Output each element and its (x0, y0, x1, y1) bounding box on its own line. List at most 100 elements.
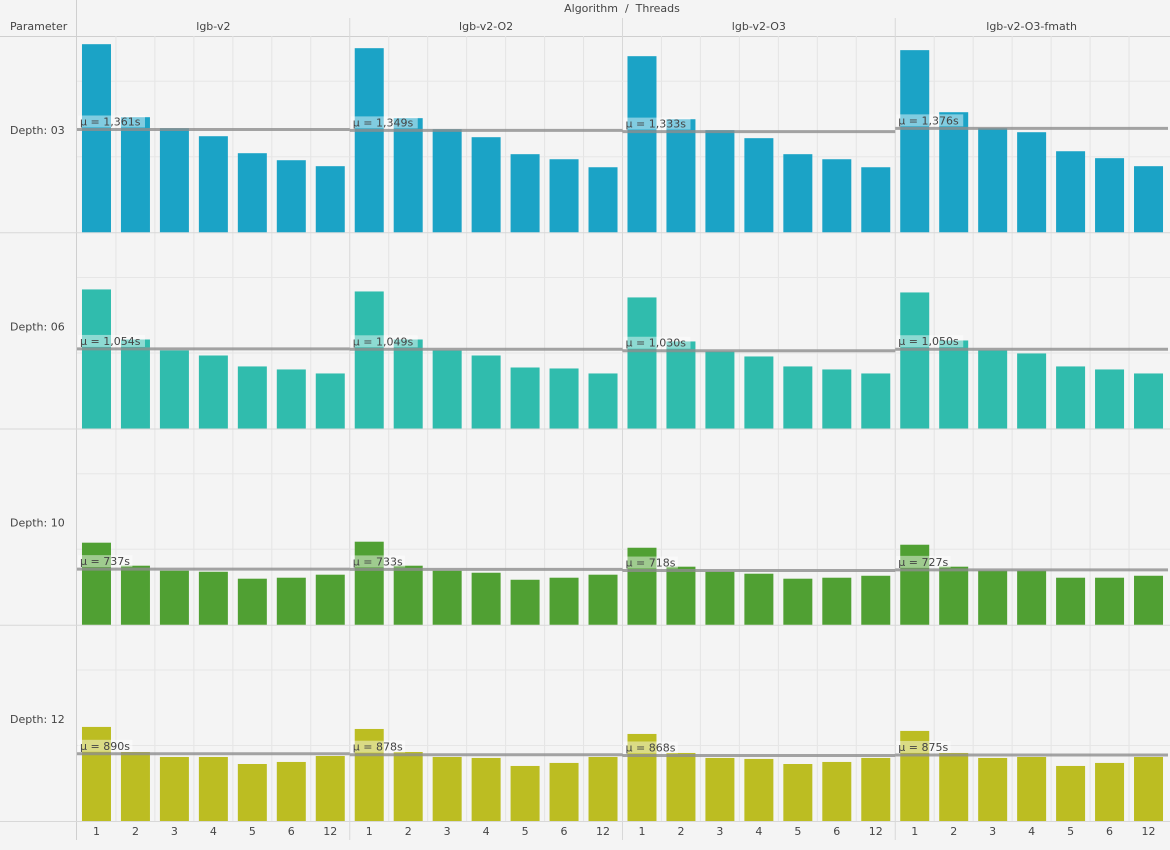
bar-lgb-v2-O3-t4 (744, 758, 774, 821)
bar-lgb-v2-O3-t6 (822, 761, 852, 821)
mean-label: µ = 1,049s (353, 335, 414, 348)
x-tick-label: 5 (249, 825, 256, 838)
x-tick-label: 1 (366, 825, 373, 838)
mean-label-background (623, 336, 691, 349)
mean-label: µ = 875s (898, 741, 948, 754)
mean-label-background (78, 555, 133, 568)
x-tick-label: 3 (989, 825, 996, 838)
x-tick-label: 1 (911, 825, 918, 838)
x-tick-label: 5 (1067, 825, 1074, 838)
row-label: Depth: 06 (10, 320, 65, 333)
mean-label: µ = 733s (353, 555, 403, 568)
mean-label: µ = 737s (80, 555, 130, 568)
bar-lgb-v2-O3-fmath-t4 (1017, 353, 1047, 429)
mean-label-background (896, 555, 951, 568)
bar-lgb-v2-O3-fmath-t2 (939, 566, 969, 625)
x-tick-label: 4 (483, 825, 490, 838)
bar-lgb-v2-O2-t12 (588, 373, 618, 429)
bar-lgb-v2-O3-fmath-t12 (1134, 756, 1164, 821)
bar-lgb-v2-O2-t1 (354, 541, 384, 625)
bar-lgb-v2-O2-t5 (510, 367, 540, 429)
x-tick-label: 2 (405, 825, 412, 838)
column-label-lgb-v2-O3: lgb-v2-O3 (732, 20, 786, 33)
row-header-title: Parameter (10, 20, 68, 33)
bar-lgb-v2-O3-fmath-t2 (939, 752, 969, 821)
bar-lgb-v2-t12 (315, 755, 345, 821)
bar-lgb-v2-t1 (81, 542, 111, 625)
bar-lgb-v2-O2-t12 (588, 574, 618, 625)
bar-lgb-v2-t3 (159, 756, 189, 821)
bar-lgb-v2-O3-fmath-t1 (900, 50, 930, 233)
bar-lgb-v2-O3-t4 (744, 356, 774, 429)
bar-lgb-v2-O3-t5 (783, 154, 813, 233)
mean-label-background (350, 116, 418, 129)
bar-lgb-v2-O3-t3 (705, 571, 735, 625)
x-tick-label: 12 (323, 825, 337, 838)
mean-label-background (896, 114, 964, 127)
bar-lgb-v2-t2 (120, 117, 150, 233)
bar-lgb-v2-O2-t2 (393, 751, 423, 821)
bar-lgb-v2-t3 (159, 128, 189, 233)
bar-lgb-v2-O3-fmath-t3 (978, 570, 1008, 625)
bar-lgb-v2-O2-t3 (432, 350, 462, 429)
mean-label-background (896, 335, 964, 348)
bar-lgb-v2-O2-t3 (432, 570, 462, 625)
bar-lgb-v2-O2-t2 (393, 339, 423, 429)
mean-label-background (623, 556, 678, 569)
x-tick-label: 6 (1106, 825, 1113, 838)
bar-lgb-v2-O3-fmath-t1 (900, 292, 930, 429)
bar-lgb-v2-O2-t1 (354, 728, 384, 821)
mean-label: µ = 727s (898, 556, 948, 569)
bar-lgb-v2-O3-t4 (744, 573, 774, 625)
mean-label-background (78, 115, 145, 128)
bar-lgb-v2-O3-t1 (627, 56, 657, 233)
bar-lgb-v2-O2-t3 (432, 756, 462, 821)
x-tick-label: 2 (950, 825, 957, 838)
bar-lgb-v2-O3-t5 (783, 578, 813, 625)
x-tick-label: 6 (561, 825, 568, 838)
bar-lgb-v2-O3-fmath-t6 (1095, 577, 1125, 625)
bar-lgb-v2-O3-t1 (627, 547, 657, 625)
bar-lgb-v2-t3 (159, 570, 189, 625)
bar-lgb-v2-t12 (315, 574, 345, 625)
bar-lgb-v2-O3-fmath-t6 (1095, 762, 1125, 821)
column-header-title: Algorithm / Threads (564, 2, 680, 15)
bar-lgb-v2-O2-t12 (588, 167, 618, 233)
bar-lgb-v2-t2 (120, 751, 150, 821)
bar-lgb-v2-O2-t5 (510, 154, 540, 233)
bar-lgb-v2-O2-t2 (393, 118, 423, 233)
bar-lgb-v2-O2-t1 (354, 48, 384, 233)
bar-lgb-v2-t12 (315, 373, 345, 429)
bar-lgb-v2-O3-t6 (822, 159, 852, 233)
bar-lgb-v2-t6 (276, 369, 306, 429)
bar-lgb-v2-t1 (81, 289, 111, 429)
bar-lgb-v2-O3-t5 (783, 763, 813, 821)
x-tick-label: 5 (794, 825, 801, 838)
bar-lgb-v2-t3 (159, 350, 189, 429)
bar-lgb-v2-t1 (81, 44, 111, 233)
mean-label: µ = 1,361s (80, 115, 141, 128)
x-tick-label: 4 (1028, 825, 1035, 838)
bar-lgb-v2-O3-fmath-t5 (1056, 765, 1086, 821)
row-label: Depth: 10 (10, 517, 65, 530)
bar-lgb-v2-O2-t6 (549, 159, 579, 233)
mean-label-background (78, 334, 145, 347)
bar-lgb-v2-O3-t3 (705, 130, 735, 233)
bar-lgb-v2-O3-t12 (861, 757, 891, 821)
bar-lgb-v2-t6 (276, 160, 306, 233)
bar-lgb-v2-O2-t1 (354, 291, 384, 429)
bar-lgb-v2-t2 (120, 339, 150, 429)
bar-lgb-v2-O3-t6 (822, 577, 852, 625)
bar-lgb-v2-O3-fmath-t6 (1095, 158, 1125, 233)
bar-lgb-v2-O3-fmath-t1 (900, 730, 930, 821)
bar-lgb-v2-O3-t2 (666, 341, 696, 429)
bar-lgb-v2-O3-fmath-t1 (900, 544, 930, 625)
x-tick-label: 12 (869, 825, 883, 838)
mean-label-background (623, 741, 678, 754)
x-tick-label: 3 (171, 825, 178, 838)
bar-lgb-v2-O3-fmath-t5 (1056, 577, 1086, 625)
bar-lgb-v2-O3-fmath-t4 (1017, 132, 1047, 233)
bar-lgb-v2-O3-fmath-t12 (1134, 166, 1164, 233)
mean-label: µ = 1,030s (626, 337, 687, 350)
bar-lgb-v2-O3-fmath-t4 (1017, 570, 1047, 625)
